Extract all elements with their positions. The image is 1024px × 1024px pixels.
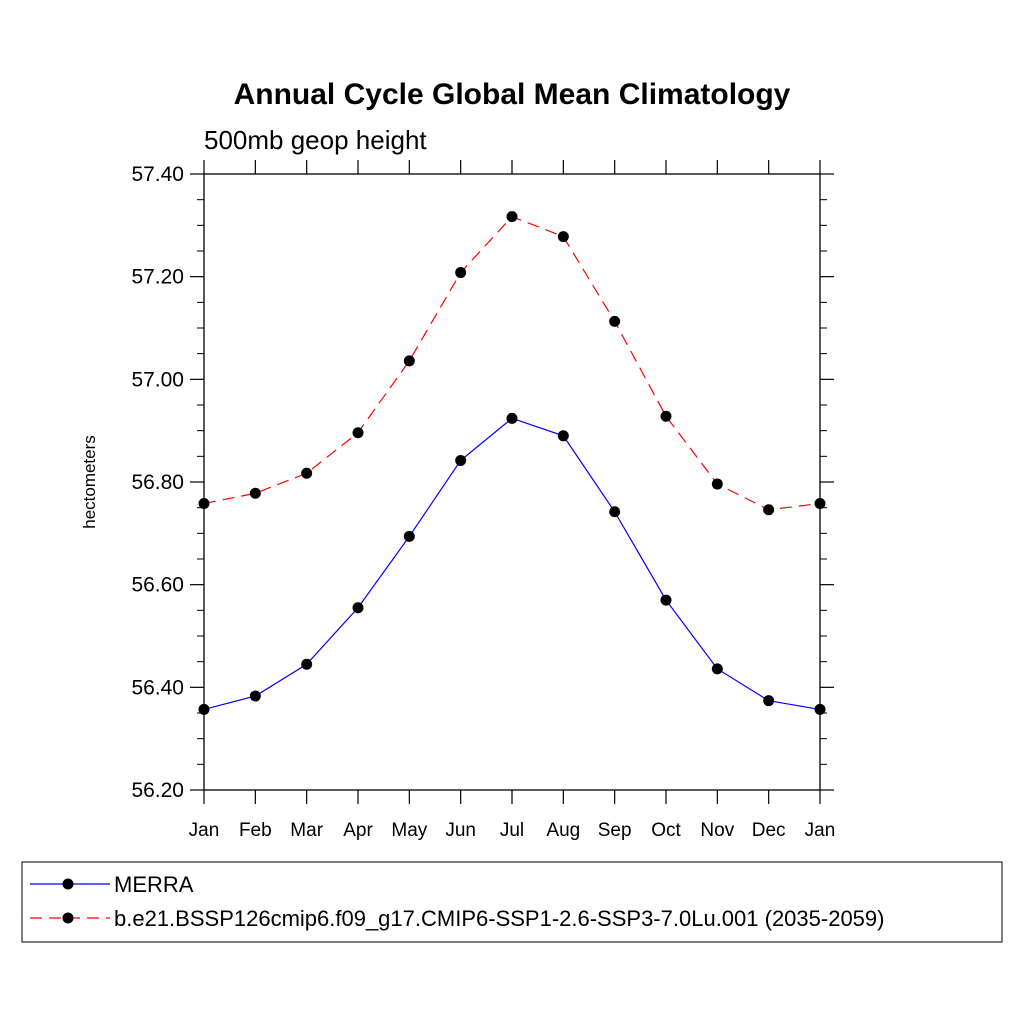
x-tick-label: Jul	[500, 820, 524, 841]
series-1-point	[506, 211, 518, 223]
x-tick-label: Mar	[290, 820, 323, 841]
y-tick-label: 56.20	[131, 779, 184, 802]
series-1-point	[814, 498, 826, 510]
series-layer	[198, 211, 826, 715]
series-1-point	[660, 410, 672, 422]
x-tick-label: Jan	[189, 820, 220, 841]
legend-label-0: MERRA	[114, 872, 194, 897]
series-1-point	[609, 315, 621, 327]
plot-frame	[203, 173, 821, 791]
series-1-point	[249, 487, 261, 499]
series-0-point	[506, 412, 518, 424]
x-tick-label: Aug	[546, 820, 580, 841]
x-tick-label: Oct	[651, 820, 681, 841]
y-ticks: 56.20 56.40 56.60 56.80 57.00 57.20 57.40	[131, 163, 834, 802]
series-0-point	[403, 530, 415, 542]
chart-subtitle: 500mb geop height	[204, 125, 427, 155]
series-1-point	[301, 467, 313, 479]
series-0-point	[455, 454, 467, 466]
x-tick-label: Nov	[700, 820, 734, 841]
x-tick-label: Jan	[805, 820, 836, 841]
series-0-point	[352, 602, 364, 614]
series-0-point	[301, 658, 313, 670]
y-tick-label: 56.80	[131, 471, 184, 494]
series-1-point	[711, 478, 723, 490]
y-tick-label: 56.60	[131, 574, 184, 597]
x-tick-label: May	[391, 820, 427, 841]
legend-label-1: b.e21.BSSP126cmip6.f09_g17.CMIP6-SSP1-2.…	[114, 906, 884, 931]
series-1-point	[403, 355, 415, 367]
chart-title: Annual Cycle Global Mean Climatology	[234, 78, 791, 111]
legend-box	[21, 861, 1003, 943]
series-0-point	[198, 703, 210, 715]
y-tick-label: 57.00	[131, 368, 184, 391]
series-0-point	[609, 506, 621, 518]
x-tick-label: Apr	[343, 820, 373, 841]
series-1-point	[455, 267, 467, 279]
series-1-point	[352, 427, 364, 439]
series-0-point	[557, 430, 569, 442]
y-tick-label: 57.20	[131, 266, 184, 289]
series-0-point	[249, 690, 261, 702]
series-0-point	[814, 703, 826, 715]
x-ticks: Jan Feb Mar Apr May Jun Jul Aug Sep Oct Nov Dec Jan	[189, 160, 836, 841]
x-tick-label: Sep	[598, 820, 632, 841]
x-tick-label: Feb	[239, 820, 272, 841]
series-1-point	[763, 504, 775, 516]
legend-marker-1	[62, 912, 74, 924]
x-tick-label: Dec	[752, 820, 786, 841]
y-tick-label: 57.40	[131, 163, 184, 186]
series-0-point	[711, 663, 723, 675]
y-tick-label: 56.40	[131, 676, 184, 699]
legend: MERRA b.e21.BSSP126cmip6.f09_g17.CMIP6-SS…	[21, 861, 1003, 943]
x-tick-label: Jun	[445, 820, 476, 841]
y-axis-label: hectometers	[80, 435, 99, 529]
series-1-point	[557, 231, 569, 243]
legend-marker-0	[62, 878, 74, 890]
series-line-1	[203, 215, 821, 511]
series-1-point	[198, 498, 210, 510]
series-line-0	[203, 417, 821, 710]
series-0-point	[763, 695, 775, 707]
series-0-point	[660, 594, 672, 606]
